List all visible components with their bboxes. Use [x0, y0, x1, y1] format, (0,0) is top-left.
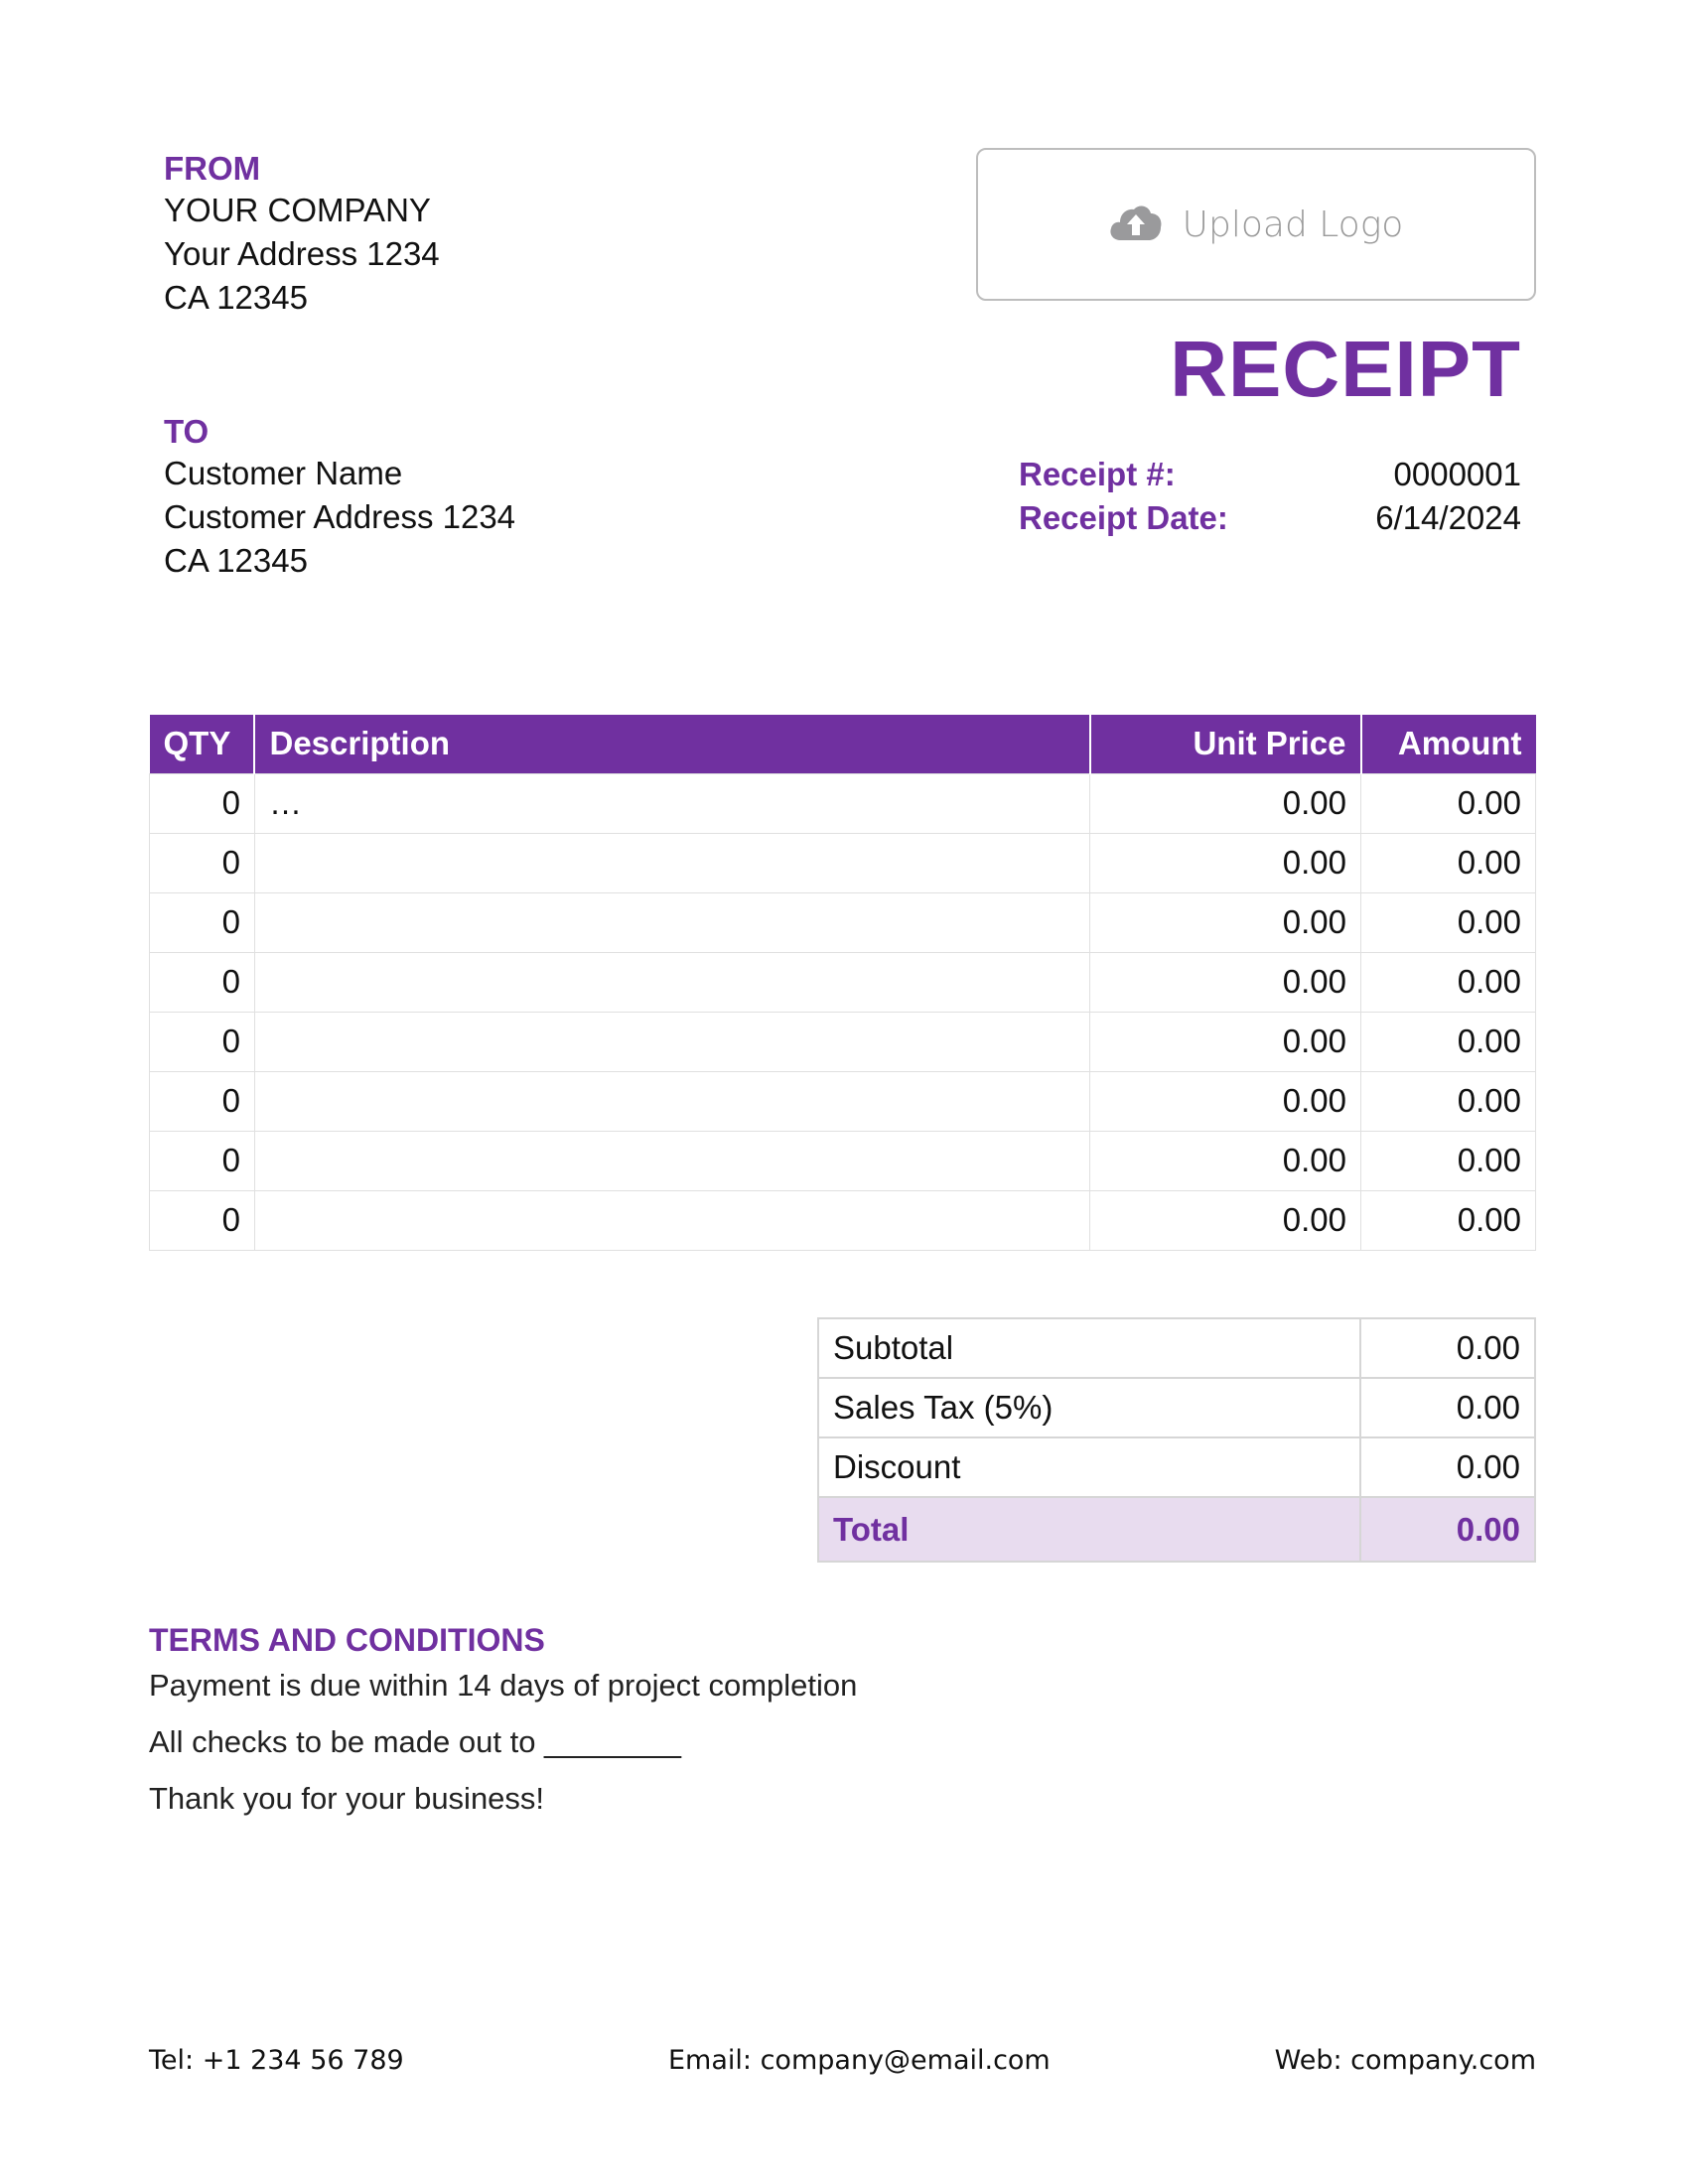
unit-price-cell[interactable]: 0.00	[1089, 1070, 1362, 1132]
totals-table: Subtotal 0.00 Sales Tax (5%) 0.00 Discou…	[816, 1317, 1536, 1563]
subtotal-label: Subtotal	[816, 1317, 1362, 1379]
unit-price-cell[interactable]: 0.00	[1089, 1011, 1362, 1072]
document-title: RECEIPT	[1170, 325, 1521, 413]
header-amount: Amount	[1360, 715, 1536, 773]
discount-row: Discount 0.00	[816, 1436, 1536, 1498]
footer-tel: Tel: +1 234 56 789	[149, 2045, 404, 2076]
to-customer-city: CA 12345	[164, 542, 308, 579]
subtotal-row: Subtotal 0.00	[816, 1317, 1536, 1379]
qty-cell[interactable]: 0	[149, 1130, 255, 1191]
description-cell[interactable]	[253, 891, 1091, 953]
qty-cell[interactable]: 0	[149, 891, 255, 953]
header-qty: QTY	[149, 715, 256, 773]
description-cell[interactable]: …	[253, 772, 1091, 834]
terms-heading: TERMS AND CONDITIONS	[149, 1622, 545, 1658]
from-company: YOUR COMPANY	[164, 192, 431, 228]
description-cell[interactable]	[253, 1130, 1091, 1191]
qty-cell[interactable]: 0	[149, 1189, 255, 1251]
terms-line-thanks: Thank you for your business!	[149, 1781, 545, 1816]
from-city: CA 12345	[164, 279, 308, 316]
table-header-row: QTY Description Unit Price Amount	[149, 715, 1536, 773]
to-customer-address: Customer Address 1234	[164, 498, 516, 535]
qty-cell[interactable]: 0	[149, 832, 255, 893]
line-items-table: QTY Description Unit Price Amount 0… 0.00…	[149, 715, 1536, 1251]
receipt-number-value[interactable]: 0000001	[1393, 456, 1521, 492]
table-row: 0 0.00 0.00	[149, 1011, 1536, 1072]
from-label: FROM	[164, 150, 261, 187]
table-row: 0 0.00 0.00	[149, 1130, 1536, 1191]
unit-price-cell[interactable]: 0.00	[1089, 1189, 1362, 1251]
discount-label: Discount	[816, 1436, 1362, 1498]
unit-price-cell[interactable]: 0.00	[1089, 1130, 1362, 1191]
from-address: Your Address 1234	[164, 235, 440, 272]
to-label: TO	[164, 413, 210, 450]
subtotal-value: 0.00	[1359, 1317, 1536, 1379]
qty-cell[interactable]: 0	[149, 772, 255, 834]
header-unit-price: Unit Price	[1089, 715, 1362, 773]
amount-cell: 0.00	[1360, 772, 1536, 834]
to-customer-name: Customer Name	[164, 455, 403, 491]
amount-cell: 0.00	[1360, 1011, 1536, 1072]
table-row: 0 0.00 0.00	[149, 1189, 1536, 1251]
unit-price-cell[interactable]: 0.00	[1089, 832, 1362, 893]
qty-cell[interactable]: 0	[149, 1011, 255, 1072]
footer-email: Email: company@email.com	[668, 2045, 1051, 2076]
receipt-number-row: Receipt #: 0000001	[1019, 456, 1521, 493]
amount-cell: 0.00	[1360, 1130, 1536, 1191]
amount-cell: 0.00	[1360, 1189, 1536, 1251]
receipt-date-value[interactable]: 6/14/2024	[1375, 499, 1521, 536]
receipt-date-label: Receipt Date:	[1019, 499, 1228, 536]
terms-line-checks: All checks to be made out to ________	[149, 1724, 681, 1759]
from-section: FROM YOUR COMPANY Your Address 1234 CA 1…	[164, 149, 440, 320]
table-row: 0 0.00 0.00	[149, 891, 1536, 953]
amount-cell: 0.00	[1360, 1070, 1536, 1132]
cloud-upload-icon	[1109, 203, 1163, 247]
upload-logo-label: Upload Logo	[1182, 204, 1404, 245]
tax-value[interactable]: 0.00	[1359, 1377, 1536, 1438]
tax-row: Sales Tax (5%) 0.00	[816, 1377, 1536, 1438]
amount-cell: 0.00	[1360, 951, 1536, 1013]
footer-web: Web: company.com	[1274, 2045, 1536, 2076]
receipt-date-row: Receipt Date: 6/14/2024	[1019, 499, 1521, 537]
total-value: 0.00	[1359, 1496, 1536, 1563]
table-row: 0… 0.00 0.00	[149, 772, 1536, 834]
tax-label: Sales Tax (5%)	[816, 1377, 1362, 1438]
description-cell[interactable]	[253, 1189, 1091, 1251]
table-row: 0 0.00 0.00	[149, 1070, 1536, 1132]
terms-line-payment: Payment is due within 14 days of project…	[149, 1668, 858, 1703]
total-row: Total 0.00	[816, 1496, 1536, 1563]
receipt-number-label: Receipt #:	[1019, 456, 1176, 492]
unit-price-cell[interactable]: 0.00	[1089, 891, 1362, 953]
amount-cell: 0.00	[1360, 832, 1536, 893]
total-label: Total	[816, 1496, 1362, 1563]
table-row: 0 0.00 0.00	[149, 951, 1536, 1013]
description-cell[interactable]	[253, 1070, 1091, 1132]
unit-price-cell[interactable]: 0.00	[1089, 772, 1362, 834]
description-cell[interactable]	[253, 832, 1091, 893]
description-cell[interactable]	[253, 951, 1091, 1013]
upload-logo-button[interactable]: Upload Logo	[976, 148, 1536, 301]
qty-cell[interactable]: 0	[149, 1070, 255, 1132]
unit-price-cell[interactable]: 0.00	[1089, 951, 1362, 1013]
qty-cell[interactable]: 0	[149, 951, 255, 1013]
discount-value[interactable]: 0.00	[1359, 1436, 1536, 1498]
to-section: TO Customer Name Customer Address 1234 C…	[164, 412, 515, 583]
description-cell[interactable]	[253, 1011, 1091, 1072]
header-description: Description	[254, 715, 1091, 773]
table-row: 0 0.00 0.00	[149, 832, 1536, 893]
amount-cell: 0.00	[1360, 891, 1536, 953]
